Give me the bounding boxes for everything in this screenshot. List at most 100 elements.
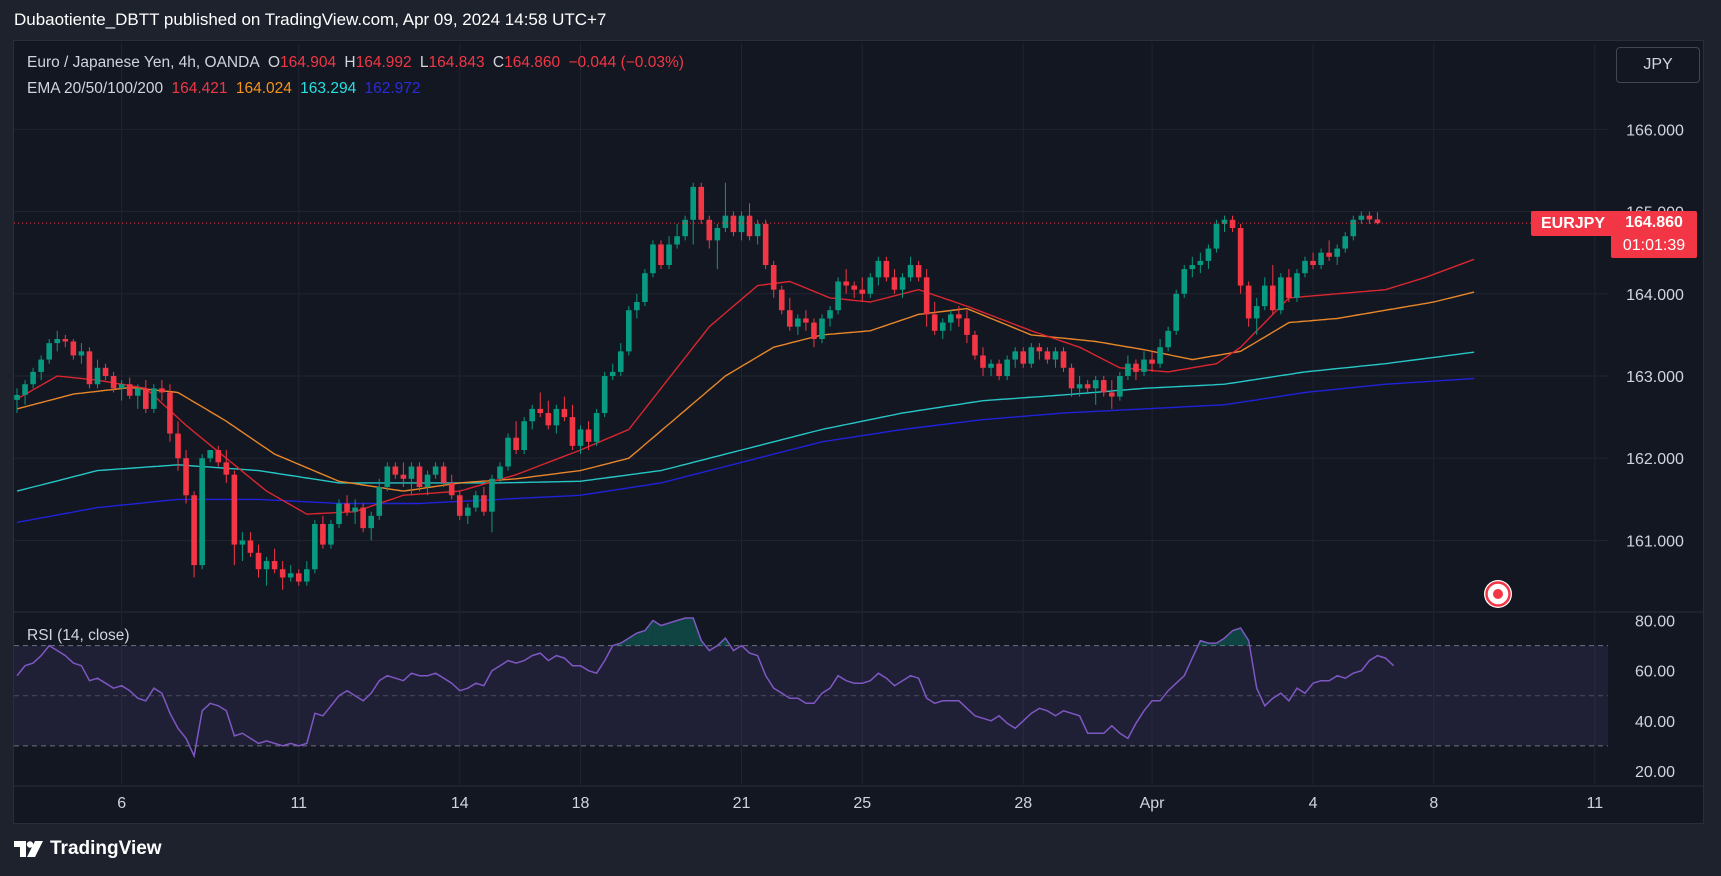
price-tick-label: 164.000 — [1626, 287, 1684, 304]
candle-body — [835, 281, 841, 311]
candle — [674, 223, 680, 249]
candle — [923, 269, 930, 327]
candle-body — [384, 466, 391, 488]
time-tick-label: 18 — [572, 795, 590, 812]
candle-body — [714, 228, 721, 241]
candle-body — [416, 466, 423, 488]
candle — [883, 256, 890, 282]
candle — [553, 404, 560, 434]
candle-body — [698, 186, 705, 220]
candle — [481, 487, 487, 516]
candle — [867, 273, 874, 298]
candle-body — [62, 339, 69, 342]
candle-body — [175, 433, 181, 459]
candle — [86, 347, 93, 389]
candle — [1028, 343, 1035, 368]
candle — [1261, 277, 1268, 311]
brand-name: TradingView — [50, 838, 162, 859]
symbol-name: Euro / Japanese Yen, 4h, OANDA — [27, 54, 260, 71]
ohlc-legend: Euro / Japanese Yen, 4h, OANDA O164.904 … — [27, 54, 688, 72]
candle — [1229, 215, 1236, 233]
candle — [46, 339, 52, 364]
candle — [1157, 339, 1163, 368]
candle-body — [1350, 219, 1357, 237]
candle — [1278, 273, 1284, 315]
candle-body — [1133, 363, 1139, 372]
candle-body — [956, 314, 962, 319]
candle — [1197, 252, 1204, 274]
candle — [376, 478, 383, 520]
candle — [1342, 232, 1349, 253]
candle — [1076, 376, 1083, 397]
candle — [175, 421, 181, 471]
candle-body — [706, 219, 713, 241]
candle-body — [456, 495, 463, 516]
candle-body — [642, 273, 648, 303]
candle-body — [1036, 347, 1043, 352]
candle-body — [1302, 260, 1308, 274]
candle-body — [609, 371, 616, 377]
candle-body — [996, 363, 1002, 377]
candle — [1253, 297, 1260, 335]
candle — [1245, 281, 1252, 327]
candle — [304, 561, 310, 586]
candle — [891, 269, 898, 294]
candle-body — [875, 260, 882, 278]
candle-body — [626, 310, 632, 352]
candle — [1173, 289, 1179, 335]
candle-body — [553, 408, 560, 426]
chart-frame[interactable] — [13, 40, 1704, 824]
rsi-overbought-fill — [636, 630, 645, 646]
candle — [1270, 265, 1276, 315]
tradingview-logo[interactable]: TradingView — [14, 838, 162, 860]
candle — [585, 421, 592, 451]
candle-body — [658, 244, 664, 266]
candle — [1036, 343, 1043, 360]
candle-body — [255, 552, 262, 570]
candle — [1334, 244, 1340, 266]
candle — [400, 462, 407, 488]
candle — [996, 359, 1002, 381]
time-tick-label: 25 — [853, 795, 871, 812]
candle-body — [1197, 260, 1204, 266]
candle — [714, 223, 721, 270]
candle-body — [1245, 285, 1252, 319]
currency-button[interactable]: JPY — [1616, 47, 1700, 83]
symbol-tag: EURJPY — [1531, 211, 1615, 236]
ema-legend: EMA 20/50/100/200 164.421 164.024 163.29… — [27, 80, 425, 98]
candle-body — [948, 314, 954, 323]
candle — [601, 371, 608, 418]
candle-body — [513, 437, 519, 451]
candle-body — [424, 474, 431, 488]
candle — [328, 519, 334, 549]
candle — [658, 240, 664, 270]
candle — [159, 380, 165, 401]
candle-body — [770, 265, 777, 290]
candle — [1326, 240, 1332, 261]
candle — [1141, 351, 1147, 377]
candle-body — [1374, 219, 1381, 224]
candle-body — [448, 482, 455, 496]
candle — [1350, 215, 1357, 241]
candle-body — [988, 363, 994, 368]
candle — [473, 491, 479, 512]
candle-body — [593, 413, 600, 442]
candle — [1084, 380, 1091, 393]
price-tick-label: 163.000 — [1626, 369, 1684, 386]
candle-body — [674, 236, 680, 245]
candle-body — [1052, 351, 1059, 360]
candle — [392, 462, 399, 479]
candle-body — [851, 285, 857, 290]
candle — [722, 182, 729, 233]
candle-body — [980, 355, 986, 368]
candle — [70, 339, 77, 360]
candle-body — [1117, 376, 1123, 397]
rsi-tick-label: 80.00 — [1635, 614, 1675, 631]
candle-body — [521, 421, 527, 451]
candle-body — [38, 359, 44, 372]
candle-body — [1141, 359, 1147, 372]
candle-body — [207, 450, 213, 459]
candle-body — [94, 367, 101, 385]
candle — [78, 343, 85, 364]
